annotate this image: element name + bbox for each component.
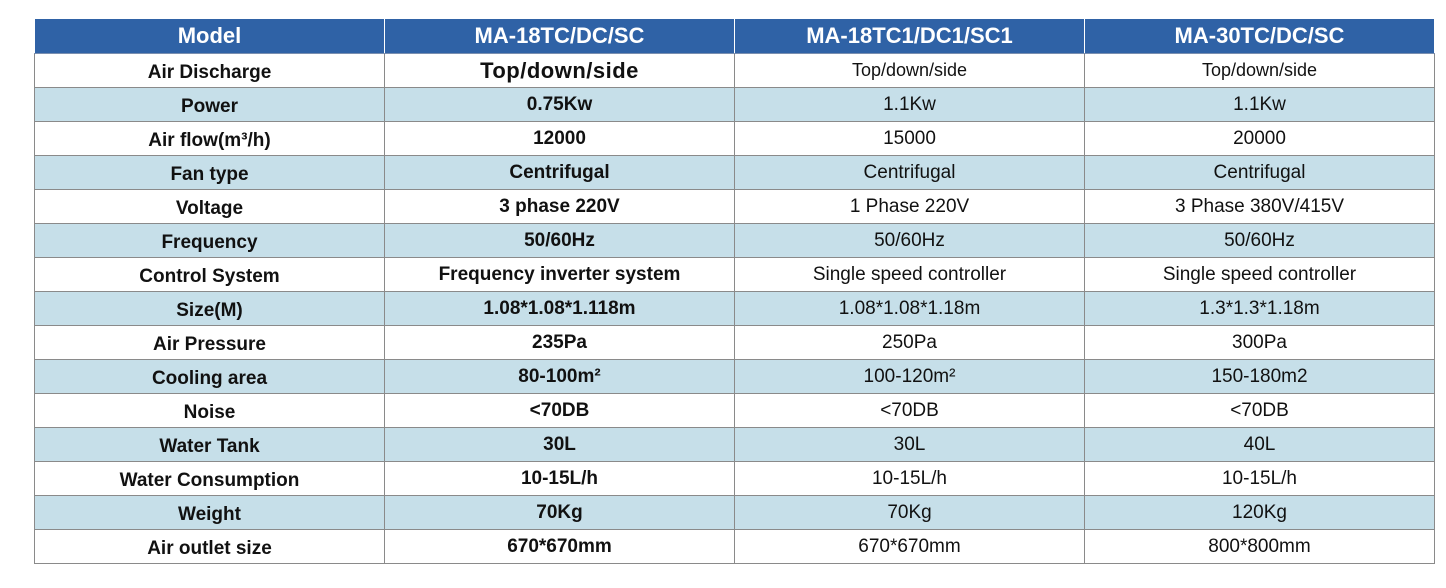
cell-value: 70Kg	[384, 495, 735, 530]
table-row: Frequency 50/60Hz 50/60Hz 50/60Hz	[34, 223, 1435, 258]
cell-value: Single speed controller	[1084, 257, 1435, 292]
table-row: Size(M) 1.08*1.08*1.118m 1.08*1.08*1.18m…	[34, 291, 1435, 326]
cell-value: 10-15L/h	[384, 461, 735, 496]
cell-value: Single speed controller	[734, 257, 1085, 292]
table-row: Air flow(m³/h) 12000 15000 20000	[34, 121, 1435, 156]
header-ma-18tc: MA-18TC/DC/SC	[384, 18, 735, 54]
cell-value: <70DB	[1084, 393, 1435, 428]
row-label: Weight	[34, 495, 385, 530]
cell-value: 0.75Kw	[384, 87, 735, 122]
cell-value: 670*670mm	[384, 529, 735, 564]
cell-value: 30L	[384, 427, 735, 462]
cell-value: 3 phase 220V	[384, 189, 735, 224]
table-row: Control System Frequency inverter system…	[34, 257, 1435, 292]
table-row: Fan type Centrifugal Centrifugal Centrif…	[34, 155, 1435, 190]
table-row: Water Consumption 10-15L/h 10-15L/h 10-1…	[34, 461, 1435, 496]
spec-table: Model MA-18TC/DC/SC MA-18TC1/DC1/SC1 MA-…	[34, 18, 1435, 564]
cell-value: 70Kg	[734, 495, 1085, 530]
row-label: Water Tank	[34, 427, 385, 462]
row-label: Noise	[34, 393, 385, 428]
cell-value: 1 Phase 220V	[734, 189, 1085, 224]
cell-value: 1.3*1.3*1.18m	[1084, 291, 1435, 326]
cell-value: Top/down/side	[734, 53, 1085, 88]
row-label: Water Consumption	[34, 461, 385, 496]
header-ma-30tc: MA-30TC/DC/SC	[1084, 18, 1435, 54]
cell-value: 120Kg	[1084, 495, 1435, 530]
cell-value: Centrifugal	[384, 155, 735, 190]
cell-value: 670*670mm	[734, 529, 1085, 564]
cell-value: 30L	[734, 427, 1085, 462]
spec-table-header: Model MA-18TC/DC/SC MA-18TC1/DC1/SC1 MA-…	[34, 18, 1435, 54]
cell-value: 1.08*1.08*1.118m	[384, 291, 735, 326]
cell-value: 3 Phase 380V/415V	[1084, 189, 1435, 224]
cell-value: 250Pa	[734, 325, 1085, 360]
cell-value: 50/60Hz	[1084, 223, 1435, 258]
cell-value: 300Pa	[1084, 325, 1435, 360]
cell-value: 150-180m2	[1084, 359, 1435, 394]
table-row: Voltage 3 phase 220V 1 Phase 220V 3 Phas…	[34, 189, 1435, 224]
cell-value: 15000	[734, 121, 1085, 156]
table-row: Power 0.75Kw 1.1Kw 1.1Kw	[34, 87, 1435, 122]
table-row: Air Pressure 235Pa 250Pa 300Pa	[34, 325, 1435, 360]
cell-value: Centrifugal	[1084, 155, 1435, 190]
row-label: Air outlet size	[34, 529, 385, 564]
header-model: Model	[34, 18, 385, 54]
cell-value: 40L	[1084, 427, 1435, 462]
row-label: Cooling area	[34, 359, 385, 394]
cell-value: 800*800mm	[1084, 529, 1435, 564]
cell-value: Top/down/side	[384, 53, 735, 88]
table-row: Weight 70Kg 70Kg 120Kg	[34, 495, 1435, 530]
cell-value: 235Pa	[384, 325, 735, 360]
row-label: Frequency	[34, 223, 385, 258]
cell-value: 50/60Hz	[734, 223, 1085, 258]
cell-value: 10-15L/h	[734, 461, 1085, 496]
table-row: Cooling area 80-100m² 100-120m² 150-180m…	[34, 359, 1435, 394]
table-row: Air Discharge Top/down/side Top/down/sid…	[34, 53, 1435, 88]
table-row: Air outlet size 670*670mm 670*670mm 800*…	[34, 529, 1435, 564]
cell-value: <70DB	[734, 393, 1085, 428]
row-label: Air Discharge	[34, 53, 385, 88]
row-label: Control System	[34, 257, 385, 292]
row-label: Voltage	[34, 189, 385, 224]
cell-value: 1.1Kw	[734, 87, 1085, 122]
cell-value: 1.08*1.08*1.18m	[734, 291, 1085, 326]
cell-value: Frequency inverter system	[384, 257, 735, 292]
cell-value: 50/60Hz	[384, 223, 735, 258]
cell-value: 100-120m²	[734, 359, 1085, 394]
row-label: Air Pressure	[34, 325, 385, 360]
row-label: Size(M)	[34, 291, 385, 326]
row-label: Air flow(m³/h)	[34, 121, 385, 156]
cell-value: 1.1Kw	[1084, 87, 1435, 122]
header-row: Model MA-18TC/DC/SC MA-18TC1/DC1/SC1 MA-…	[34, 18, 1435, 54]
cell-value: 10-15L/h	[1084, 461, 1435, 496]
cell-value: Centrifugal	[734, 155, 1085, 190]
header-ma-18tc1: MA-18TC1/DC1/SC1	[734, 18, 1085, 54]
table-row: Water Tank 30L 30L 40L	[34, 427, 1435, 462]
row-label: Power	[34, 87, 385, 122]
table-row: Noise <70DB <70DB <70DB	[34, 393, 1435, 428]
spec-table-body: Air Discharge Top/down/side Top/down/sid…	[34, 53, 1435, 564]
cell-value: 20000	[1084, 121, 1435, 156]
cell-value: 12000	[384, 121, 735, 156]
cell-value: Top/down/side	[1084, 53, 1435, 88]
row-label: Fan type	[34, 155, 385, 190]
cell-value: 80-100m²	[384, 359, 735, 394]
cell-value: <70DB	[384, 393, 735, 428]
